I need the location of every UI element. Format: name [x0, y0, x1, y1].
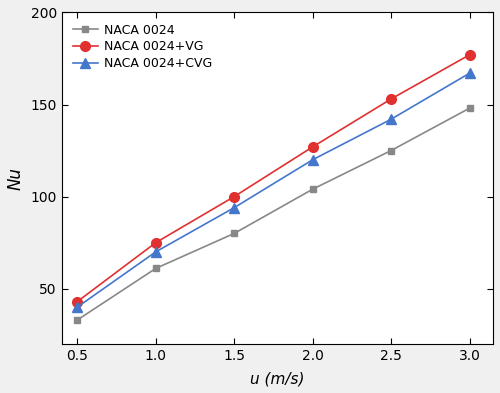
NACA 0024 — [388, 148, 394, 153]
Line: NACA 0024: NACA 0024 — [74, 105, 473, 323]
NACA 0024 — [153, 266, 159, 271]
NACA 0024+VG — [310, 145, 316, 149]
Line: NACA 0024+VG: NACA 0024+VG — [72, 50, 474, 307]
X-axis label: u (m/s): u (m/s) — [250, 371, 304, 386]
NACA 0024+CVG — [74, 305, 80, 309]
NACA 0024+VG — [388, 97, 394, 101]
NACA 0024+CVG — [466, 71, 472, 75]
NACA 0024 — [232, 231, 237, 236]
NACA 0024+VG — [232, 194, 237, 199]
NACA 0024+VG — [466, 52, 472, 57]
NACA 0024+CVG — [310, 157, 316, 162]
Line: NACA 0024+CVG: NACA 0024+CVG — [72, 68, 474, 312]
NACA 0024 — [466, 106, 472, 110]
NACA 0024 — [310, 187, 316, 191]
NACA 0024+CVG — [232, 205, 237, 210]
NACA 0024+CVG — [388, 117, 394, 121]
Y-axis label: Nu: Nu — [7, 167, 25, 189]
NACA 0024+VG — [153, 240, 159, 245]
NACA 0024+VG — [74, 299, 80, 304]
NACA 0024+CVG — [153, 250, 159, 254]
Legend: NACA 0024, NACA 0024+VG, NACA 0024+CVG: NACA 0024, NACA 0024+VG, NACA 0024+CVG — [68, 19, 218, 75]
NACA 0024 — [74, 318, 80, 322]
